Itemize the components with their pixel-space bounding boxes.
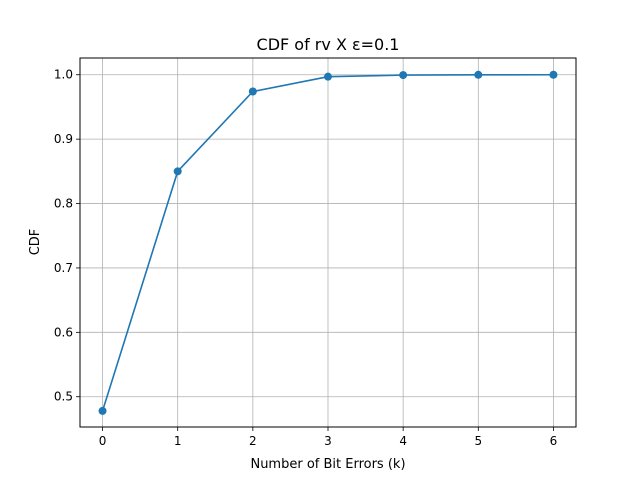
- x-tick-label: 5: [474, 434, 482, 448]
- x-tick-label: 3: [324, 434, 332, 448]
- x-tick-label: 6: [550, 434, 558, 448]
- data-point: [399, 71, 408, 80]
- data-point: [248, 87, 257, 96]
- y-tick-label: 0.5: [54, 390, 73, 404]
- y-tick-label: 0.8: [54, 197, 73, 211]
- y-axis-ticks: 0.5 0.6 0.7 0.8 0.9 1.0: [54, 68, 80, 404]
- x-tick-label: 0: [99, 434, 107, 448]
- chart-title: CDF of rv X ε=0.1: [257, 35, 400, 54]
- x-tick-label: 2: [249, 434, 257, 448]
- x-tick-label: 1: [174, 434, 182, 448]
- y-axis-label: CDF: [28, 229, 43, 256]
- x-axis-ticks: 0 1 2 3 4 5 6: [99, 427, 558, 448]
- x-axis-label: Number of Bit Errors (k): [250, 457, 405, 472]
- y-tick-label: 1.0: [54, 68, 73, 82]
- series-marker-layer: [98, 70, 558, 415]
- data-point: [474, 70, 483, 79]
- data-point: [98, 406, 107, 415]
- y-tick-label: 0.9: [54, 132, 73, 146]
- grid: [80, 58, 576, 427]
- x-tick-label: 4: [399, 434, 407, 448]
- y-tick-label: 0.7: [54, 261, 73, 275]
- data-point: [549, 70, 558, 79]
- y-tick-label: 0.6: [54, 325, 73, 339]
- data-point: [324, 72, 332, 81]
- data-point: [173, 167, 182, 176]
